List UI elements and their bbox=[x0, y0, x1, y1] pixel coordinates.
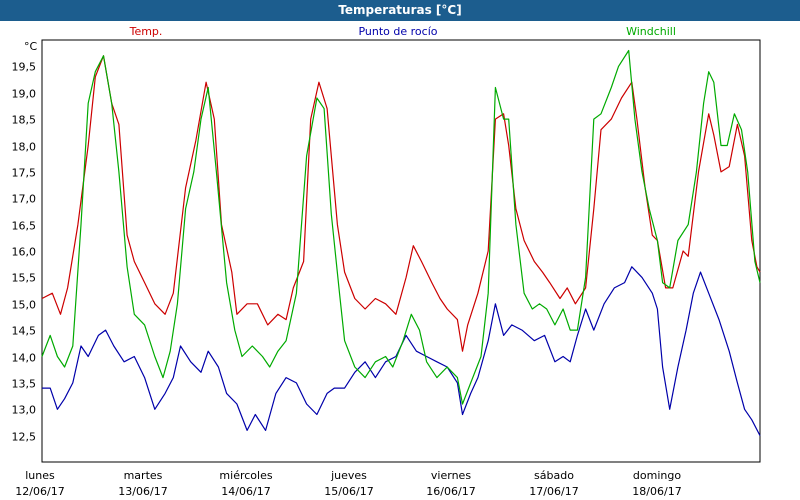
y-axis-label: °C bbox=[24, 40, 38, 53]
x-tick-day-label: martes bbox=[124, 469, 163, 482]
legend-entry: Temp. bbox=[129, 25, 163, 38]
y-tick-label: 15,0 bbox=[12, 299, 37, 312]
x-tick-date-label: 17/06/17 bbox=[529, 485, 578, 498]
x-tick-day-label: miércoles bbox=[219, 469, 272, 482]
y-tick-label: 14,5 bbox=[12, 325, 37, 338]
x-tick-date-label: 14/06/17 bbox=[221, 485, 270, 498]
y-tick-label: 18,0 bbox=[12, 141, 37, 154]
x-tick-day-label: viernes bbox=[431, 469, 471, 482]
y-tick-label: 17,5 bbox=[12, 167, 37, 180]
chart: Temp. Punto de rocío Windchill 12,5 13,0 13,… bbox=[12, 25, 761, 498]
y-tick-label: 18,5 bbox=[12, 114, 37, 127]
legend-entry: Punto de rocío bbox=[358, 25, 437, 38]
y-tick-label: 17,0 bbox=[12, 193, 37, 206]
series-line-temp- bbox=[41, 55, 761, 352]
series-line-punto-de-roc-o bbox=[42, 266, 761, 436]
y-tick-label: 12,5 bbox=[12, 431, 37, 444]
x-tick-date-label: 18/06/17 bbox=[632, 485, 681, 498]
y-tick-label: 14,0 bbox=[12, 352, 37, 365]
series-line-windchill bbox=[41, 49, 761, 405]
y-tick-label: 19,5 bbox=[12, 61, 37, 74]
x-tick-date-label: 15/06/17 bbox=[324, 485, 373, 498]
x-tick-date-label: 16/06/17 bbox=[426, 485, 475, 498]
y-tick-label: 13,5 bbox=[12, 378, 37, 391]
y-tick-label: 16,0 bbox=[12, 246, 37, 259]
y-tick-label: 19,0 bbox=[12, 88, 37, 101]
plot-frame bbox=[41, 39, 761, 463]
x-tick-day-label: domingo bbox=[633, 469, 681, 482]
y-tick-label: 15,5 bbox=[12, 272, 37, 285]
x-tick-date-label: 12/06/17 bbox=[15, 485, 64, 498]
x-tick-day-label: jueves bbox=[330, 469, 367, 482]
x-tick-day-label: sábado bbox=[534, 469, 574, 482]
legend-entry: Windchill bbox=[626, 25, 676, 38]
y-tick-label: 16,5 bbox=[12, 220, 37, 233]
chart-title: Temperaturas [°C] bbox=[0, 0, 800, 21]
x-tick-day-label: lunes bbox=[25, 469, 55, 482]
y-tick-label: 13,0 bbox=[12, 404, 37, 417]
x-tick-date-label: 13/06/17 bbox=[118, 485, 167, 498]
